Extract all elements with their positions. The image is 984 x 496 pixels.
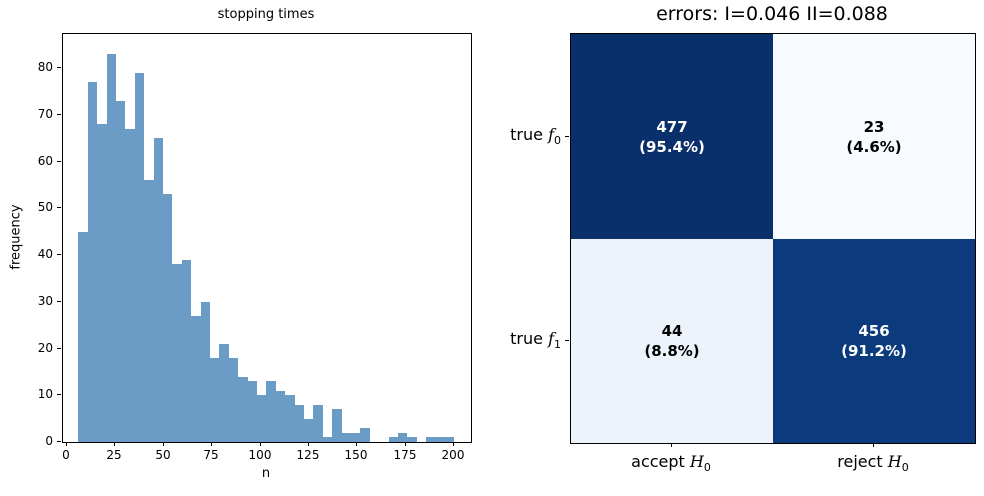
histogram-bar bbox=[285, 395, 295, 442]
x-axis-tick bbox=[260, 442, 261, 446]
y-tick-label: 60 bbox=[37, 154, 53, 168]
histogram-bar bbox=[295, 405, 304, 442]
histogram-ylabel: frequency bbox=[8, 204, 24, 270]
histogram-plot-area bbox=[62, 33, 472, 443]
histogram-bar bbox=[389, 437, 398, 442]
y-axis-tick bbox=[57, 394, 61, 395]
y-axis-tick bbox=[57, 441, 61, 442]
y-tick-label: 80 bbox=[37, 60, 53, 74]
y-tick-label: 30 bbox=[37, 294, 53, 308]
histogram-bar bbox=[436, 437, 445, 442]
histogram-xlabel: n bbox=[261, 466, 271, 481]
histogram-bar bbox=[191, 316, 201, 442]
confusion-cell: 456 (91.2%) bbox=[773, 239, 975, 443]
x-axis-tick bbox=[66, 442, 67, 446]
confusion-matrix-grid: 477 (95.4%) 23 (4.6%) 44 (8.8%) 456 (91.2%) bbox=[570, 33, 976, 444]
histogram-bar bbox=[107, 54, 116, 442]
histogram-bar bbox=[125, 129, 135, 442]
confusion-cell-value: 23 (4.6%) bbox=[846, 117, 902, 156]
histogram-bar bbox=[351, 433, 360, 442]
cm-x-tick bbox=[671, 443, 672, 447]
x-axis-tick bbox=[405, 442, 406, 446]
y-axis-tick bbox=[57, 254, 61, 255]
histogram-bar bbox=[407, 437, 417, 442]
confusion-cell: 23 (4.6%) bbox=[773, 34, 975, 239]
histogram-title: stopping times bbox=[217, 7, 315, 22]
x-axis-tick bbox=[453, 442, 454, 446]
x-axis-tick bbox=[211, 442, 212, 446]
histogram-bar bbox=[342, 433, 351, 442]
y-tick-label: 10 bbox=[37, 387, 53, 401]
col-label-accept-H0: accept H0 bbox=[631, 452, 711, 475]
x-tick-label: 25 bbox=[106, 448, 122, 462]
confusion-cell-value: 477 (95.4%) bbox=[639, 117, 705, 156]
y-tick-label: 20 bbox=[37, 341, 53, 355]
histogram-bar bbox=[201, 302, 210, 442]
cm-x-tick bbox=[873, 443, 874, 447]
y-axis-tick bbox=[57, 207, 61, 208]
y-axis-tick bbox=[57, 67, 61, 68]
histogram-bar bbox=[332, 409, 342, 442]
cm-y-tick bbox=[565, 340, 569, 341]
x-tick-label: 100 bbox=[248, 448, 272, 462]
y-axis-tick bbox=[57, 348, 61, 349]
histogram-bar bbox=[154, 138, 163, 442]
histogram-bar bbox=[276, 391, 285, 442]
histogram-bar bbox=[163, 194, 172, 442]
histogram-bar bbox=[210, 358, 219, 442]
x-tick-label: 125 bbox=[296, 448, 320, 462]
histogram-bar bbox=[229, 358, 238, 442]
x-tick-label: 50 bbox=[155, 448, 171, 462]
y-axis-tick bbox=[57, 114, 61, 115]
cm-y-tick bbox=[565, 136, 569, 137]
histogram-bar bbox=[97, 124, 107, 442]
histogram-bar bbox=[238, 377, 248, 442]
confusion-cell-value: 456 (91.2%) bbox=[841, 322, 907, 360]
histogram-bar bbox=[78, 232, 88, 442]
y-axis-tick bbox=[57, 301, 61, 302]
x-tick-label: 200 bbox=[441, 448, 465, 462]
histogram-bar bbox=[313, 405, 323, 442]
histogram-bar bbox=[360, 428, 370, 442]
histogram-bar bbox=[172, 264, 182, 442]
x-tick-label: 150 bbox=[344, 448, 368, 462]
x-tick-label: 175 bbox=[393, 448, 417, 462]
confusion-cell: 477 (95.4%) bbox=[571, 34, 773, 239]
y-tick-label: 50 bbox=[37, 200, 53, 214]
x-axis-tick bbox=[163, 442, 164, 446]
histogram-bar bbox=[266, 381, 276, 442]
histogram-bar bbox=[398, 433, 407, 442]
histogram-bar bbox=[257, 395, 266, 442]
histogram-bar bbox=[144, 180, 154, 442]
confusion-cell: 44 (8.8%) bbox=[571, 239, 773, 443]
histogram-bar bbox=[426, 437, 436, 442]
histogram-bar bbox=[116, 101, 125, 442]
y-tick-label: 40 bbox=[37, 247, 53, 261]
histogram-bar bbox=[445, 437, 454, 442]
y-tick-label: 0 bbox=[45, 434, 53, 448]
confusion-cell-value: 44 (8.8%) bbox=[644, 322, 700, 360]
histogram-bar bbox=[182, 260, 191, 442]
x-tick-label: 0 bbox=[62, 448, 70, 462]
histogram-bar bbox=[323, 437, 332, 442]
y-tick-label: 70 bbox=[37, 107, 53, 121]
y-axis-tick bbox=[57, 161, 61, 162]
histogram-bar bbox=[135, 73, 144, 442]
row-label-true-f0: true f0 bbox=[510, 124, 561, 147]
histogram-bar bbox=[88, 82, 97, 442]
x-axis-tick bbox=[308, 442, 309, 446]
x-axis-tick bbox=[114, 442, 115, 446]
col-label-reject-H0: reject H0 bbox=[837, 452, 909, 475]
x-axis-tick bbox=[356, 442, 357, 446]
confusion-matrix-title: errors: I=0.046 II=0.088 bbox=[656, 3, 888, 25]
histogram-bar bbox=[248, 381, 257, 442]
x-tick-label: 75 bbox=[203, 448, 219, 462]
histogram-bar bbox=[219, 344, 229, 442]
histogram-bar bbox=[304, 419, 313, 442]
row-label-true-f1: true f1 bbox=[510, 328, 561, 352]
